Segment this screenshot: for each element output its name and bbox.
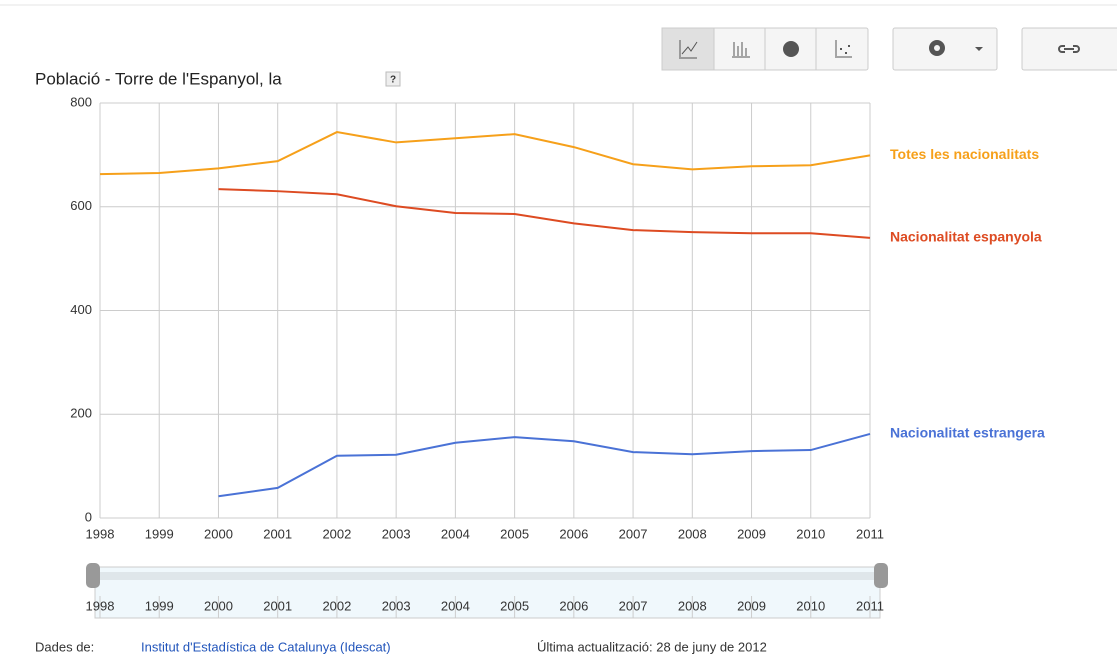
y-tick-label: 600 [70, 198, 92, 213]
x-tick-label: 2008 [678, 526, 707, 541]
scatter-dot [840, 48, 842, 50]
slider-track [95, 572, 880, 580]
source-link[interactable]: Institut d'Estadística de Catalunya (Ide… [141, 639, 391, 654]
slider-tick-label: 2008 [678, 598, 707, 613]
series-line [218, 432, 871, 498]
x-tick-label: 1998 [86, 526, 115, 541]
y-tick-label: 0 [85, 509, 92, 524]
help-icon-box[interactable] [385, 71, 401, 87]
gear-hole [934, 45, 940, 51]
legend-label: Totes les nacionalitats [890, 146, 1039, 162]
source-label: Dades de: [35, 639, 94, 654]
map-button[interactable] [783, 41, 799, 57]
slider-tick-label: 2000 [204, 598, 233, 613]
updated-text: Última actualització: 28 de juny de 2012 [537, 639, 767, 654]
line-chart-button[interactable] [661, 27, 715, 71]
x-tick-label: 2011 [856, 526, 884, 541]
slider-tick-label: 1998 [86, 598, 115, 613]
x-tick-label: 2000 [204, 526, 233, 541]
slider-tick-label: 2010 [796, 598, 825, 613]
legend-label: Nacionalitat espanyola [890, 229, 1042, 245]
dropdown-arrow [975, 47, 983, 51]
settings-button[interactable] [892, 27, 998, 71]
slider-tick-label: 2002 [322, 598, 351, 613]
slider-tick-label: 2009 [737, 598, 766, 613]
slider-tick-label: 2004 [441, 598, 470, 613]
series-line [99, 131, 871, 176]
x-tick-label: 2005 [500, 526, 529, 541]
slider-handle[interactable] [874, 563, 888, 588]
y-tick-label: 800 [70, 94, 92, 109]
x-tick-label: 2003 [382, 526, 411, 541]
help-icon[interactable]: ? [390, 75, 396, 86]
scatter-button[interactable] [835, 40, 852, 58]
scatter-dot [848, 45, 850, 47]
line-icon [679, 40, 698, 59]
slider-tick-label: 2007 [619, 598, 648, 613]
x-tick-label: 2001 [263, 526, 292, 541]
y-tick-label: 200 [70, 406, 92, 421]
slider-handle[interactable] [86, 563, 100, 588]
x-tick-label: 2004 [441, 526, 470, 541]
link-icon [1058, 45, 1080, 53]
bar-chart-button[interactable] [732, 42, 750, 58]
x-tick-label: 2007 [619, 526, 648, 541]
chart-title: Població - Torre de l'Espanyol, la [35, 69, 282, 88]
toolbar [661, 27, 1117, 71]
x-tick-label: 2002 [322, 526, 351, 541]
y-tick-label: 400 [70, 302, 92, 317]
series-line [218, 188, 871, 239]
slider-tick-label: 2011 [856, 598, 884, 613]
legend-label: Nacionalitat estrangera [890, 425, 1045, 441]
x-tick-label: 1999 [145, 526, 174, 541]
slider-tick-label: 2006 [559, 598, 588, 613]
scatter-dot [845, 52, 847, 54]
x-tick-label: 2009 [737, 526, 766, 541]
slider-tick-label: 2005 [500, 598, 529, 613]
x-tick-label: 2010 [796, 526, 825, 541]
slider-tick-label: 1999 [145, 598, 174, 613]
x-tick-label: 2006 [559, 526, 588, 541]
slider-tick-label: 2003 [382, 598, 411, 613]
slider-tick-label: 2001 [263, 598, 292, 613]
